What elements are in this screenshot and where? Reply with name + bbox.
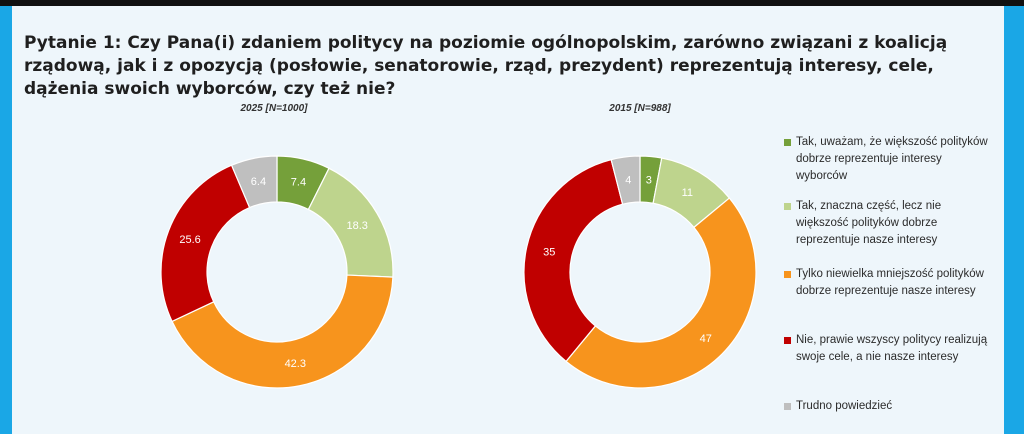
legend-item-niewielka: Tylko niewielka mniejszość polityków dob… <box>784 266 994 300</box>
donut-slice-trudno <box>610 155 641 205</box>
legend-item-nie: Nie, prawie wszyscy politycy realizują s… <box>784 332 994 366</box>
donut-slice-nie <box>523 158 624 363</box>
top-border <box>0 0 1024 6</box>
donut-slice-niewielka <box>565 197 757 389</box>
legend-swatch <box>784 203 791 210</box>
data-label: 18.3 <box>346 220 367 232</box>
chart-title-2025: 2025 [N=1000] <box>240 103 308 114</box>
data-label: 42.3 <box>285 358 306 370</box>
legend-label: Tak, uważam, że większość polityków dobr… <box>796 136 988 182</box>
legend-label: Nie, prawie wszyscy politycy realizują s… <box>796 334 988 363</box>
legend-item-tak-wiekszosc: Tak, uważam, że większość polityków dobr… <box>784 134 994 185</box>
legend-item-trudno: Trudno powiedzieć <box>784 398 994 415</box>
donut-slice-trudno <box>230 155 278 209</box>
legend-swatch <box>784 403 791 410</box>
data-label: 6.4 <box>251 176 266 188</box>
legend-swatch <box>784 139 791 146</box>
donut-slice-nie <box>160 164 251 323</box>
chart-title-2015: 2015 [N=988] <box>609 103 671 114</box>
data-label: 47 <box>700 333 712 345</box>
legend-label: Trudno powiedzieć <box>796 400 893 412</box>
data-label: 11 <box>682 187 693 199</box>
data-label: 25.6 <box>179 234 200 246</box>
data-label: 3 <box>646 174 652 186</box>
legend-item-tak-znaczna: Tak, znaczna część, lecz nie większość p… <box>784 198 994 249</box>
data-label: 4 <box>625 175 631 187</box>
question-title: Pytanie 1: Czy Pana(i) zdaniem politycy … <box>24 33 948 99</box>
donut-chart-2025: 7.4 18.3 42.3 25.6 6.4 <box>160 155 394 389</box>
data-label: 7.4 <box>291 177 306 189</box>
data-label: 35 <box>543 247 555 259</box>
legend-label: Tak, znaczna część, lecz nie większość p… <box>796 200 942 246</box>
donut-chart-2015: 3 11 47 35 4 <box>523 155 757 389</box>
legend-label: Tylko niewielka mniejszość polityków dob… <box>796 268 984 297</box>
legend-swatch <box>784 337 791 344</box>
legend-swatch <box>784 271 791 278</box>
donut-slice-niewielka <box>171 274 394 389</box>
